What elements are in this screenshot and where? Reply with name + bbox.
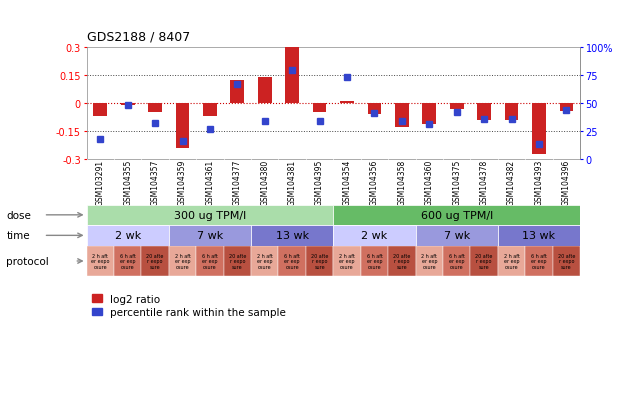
Text: GSM104395: GSM104395 bbox=[315, 159, 324, 206]
Text: GSM104360: GSM104360 bbox=[425, 159, 434, 206]
Bar bbox=[313, 104, 326, 113]
Bar bbox=[395, 104, 409, 128]
Bar bbox=[87, 205, 333, 225]
Text: 7 wk: 7 wk bbox=[444, 231, 470, 241]
Text: 6 h aft
er exp
osure: 6 h aft er exp osure bbox=[120, 254, 136, 269]
Bar bbox=[148, 104, 162, 113]
Bar bbox=[443, 246, 470, 277]
Bar bbox=[203, 104, 217, 117]
Bar bbox=[361, 246, 388, 277]
Text: dose: dose bbox=[6, 210, 31, 220]
Text: 20 afte
r expo
sure: 20 afte r expo sure bbox=[311, 254, 328, 269]
Text: protocol: protocol bbox=[6, 256, 49, 266]
Text: 2 h aft
er expo
osure: 2 h aft er expo osure bbox=[91, 254, 110, 269]
Text: GDS2188 / 8407: GDS2188 / 8407 bbox=[87, 31, 190, 43]
Text: 6 h aft
er exp
osure: 6 h aft er exp osure bbox=[202, 254, 218, 269]
Text: 6 h aft
er exp
osure: 6 h aft er exp osure bbox=[284, 254, 300, 269]
Text: GSM104354: GSM104354 bbox=[342, 159, 351, 206]
Bar bbox=[169, 246, 196, 277]
Bar bbox=[333, 246, 361, 277]
Bar bbox=[525, 246, 553, 277]
Bar bbox=[251, 246, 278, 277]
Bar bbox=[87, 246, 114, 277]
Text: 20 afte
r expo
sure: 20 afte r expo sure bbox=[476, 254, 493, 269]
Bar bbox=[94, 104, 107, 117]
Text: GSM103291: GSM103291 bbox=[96, 159, 104, 206]
Text: 6 h aft
er exp
osure: 6 h aft er exp osure bbox=[449, 254, 465, 269]
Bar bbox=[470, 246, 498, 277]
Text: GSM104382: GSM104382 bbox=[507, 159, 516, 206]
Bar bbox=[340, 102, 354, 104]
Text: GSM104361: GSM104361 bbox=[205, 159, 215, 206]
Bar bbox=[87, 225, 169, 246]
Text: 6 h aft
er exp
osure: 6 h aft er exp osure bbox=[367, 254, 383, 269]
Text: 13 wk: 13 wk bbox=[276, 231, 309, 241]
Text: 20 afte
r expo
sure: 20 afte r expo sure bbox=[229, 254, 246, 269]
Text: 300 ug TPM/l: 300 ug TPM/l bbox=[174, 210, 246, 220]
Text: GSM104377: GSM104377 bbox=[233, 159, 242, 206]
Text: GSM104359: GSM104359 bbox=[178, 159, 187, 206]
Text: GSM104381: GSM104381 bbox=[288, 159, 297, 206]
Text: 6 h aft
er exp
osure: 6 h aft er exp osure bbox=[531, 254, 547, 269]
Text: 20 afte
r expo
sure: 20 afte r expo sure bbox=[558, 254, 575, 269]
Text: GSM104355: GSM104355 bbox=[123, 159, 132, 206]
Bar bbox=[176, 104, 189, 149]
Text: 7 wk: 7 wk bbox=[197, 231, 223, 241]
Bar bbox=[196, 246, 224, 277]
Text: time: time bbox=[6, 231, 30, 241]
Text: GSM104356: GSM104356 bbox=[370, 159, 379, 206]
Text: 2 h aft
er exp
osure: 2 h aft er exp osure bbox=[174, 254, 190, 269]
Bar bbox=[231, 81, 244, 104]
Text: GSM104396: GSM104396 bbox=[562, 159, 571, 206]
Text: 2 wk: 2 wk bbox=[115, 231, 141, 241]
Text: 2 wk: 2 wk bbox=[362, 231, 388, 241]
Bar bbox=[388, 246, 415, 277]
Bar bbox=[121, 104, 135, 106]
Bar bbox=[532, 104, 546, 154]
Bar bbox=[169, 225, 251, 246]
Bar bbox=[498, 225, 580, 246]
Text: 20 afte
r expo
sure: 20 afte r expo sure bbox=[146, 254, 163, 269]
Bar bbox=[333, 205, 580, 225]
Text: GSM104393: GSM104393 bbox=[535, 159, 544, 206]
Bar bbox=[504, 104, 519, 121]
Bar bbox=[224, 246, 251, 277]
Text: 2 h aft
er exp
osure: 2 h aft er exp osure bbox=[257, 254, 272, 269]
Text: 600 ug TPM/l: 600 ug TPM/l bbox=[420, 210, 493, 220]
Bar bbox=[114, 246, 142, 277]
Bar bbox=[285, 47, 299, 104]
Text: 2 h aft
er exp
osure: 2 h aft er exp osure bbox=[504, 254, 519, 269]
Legend: log2 ratio, percentile rank within the sample: log2 ratio, percentile rank within the s… bbox=[92, 294, 287, 317]
Bar bbox=[415, 225, 498, 246]
Text: 13 wk: 13 wk bbox=[522, 231, 556, 241]
Bar bbox=[306, 246, 333, 277]
Text: GSM104380: GSM104380 bbox=[260, 159, 269, 206]
Bar bbox=[478, 104, 491, 121]
Bar bbox=[333, 225, 415, 246]
Text: 2 h aft
er exp
osure: 2 h aft er exp osure bbox=[339, 254, 355, 269]
Bar bbox=[251, 225, 333, 246]
Bar bbox=[450, 104, 463, 109]
Bar bbox=[498, 246, 525, 277]
Bar bbox=[367, 104, 381, 115]
Bar bbox=[553, 246, 580, 277]
Text: 2 h aft
er exp
osure: 2 h aft er exp osure bbox=[421, 254, 437, 269]
Bar bbox=[560, 104, 573, 111]
Bar bbox=[258, 78, 272, 104]
Text: GSM104378: GSM104378 bbox=[479, 159, 488, 206]
Text: 20 afte
r expo
sure: 20 afte r expo sure bbox=[393, 254, 410, 269]
Bar bbox=[278, 246, 306, 277]
Bar bbox=[422, 104, 436, 124]
Text: GSM104375: GSM104375 bbox=[452, 159, 462, 206]
Text: GSM104357: GSM104357 bbox=[151, 159, 160, 206]
Bar bbox=[142, 246, 169, 277]
Bar bbox=[415, 246, 443, 277]
Text: GSM104358: GSM104358 bbox=[397, 159, 406, 206]
